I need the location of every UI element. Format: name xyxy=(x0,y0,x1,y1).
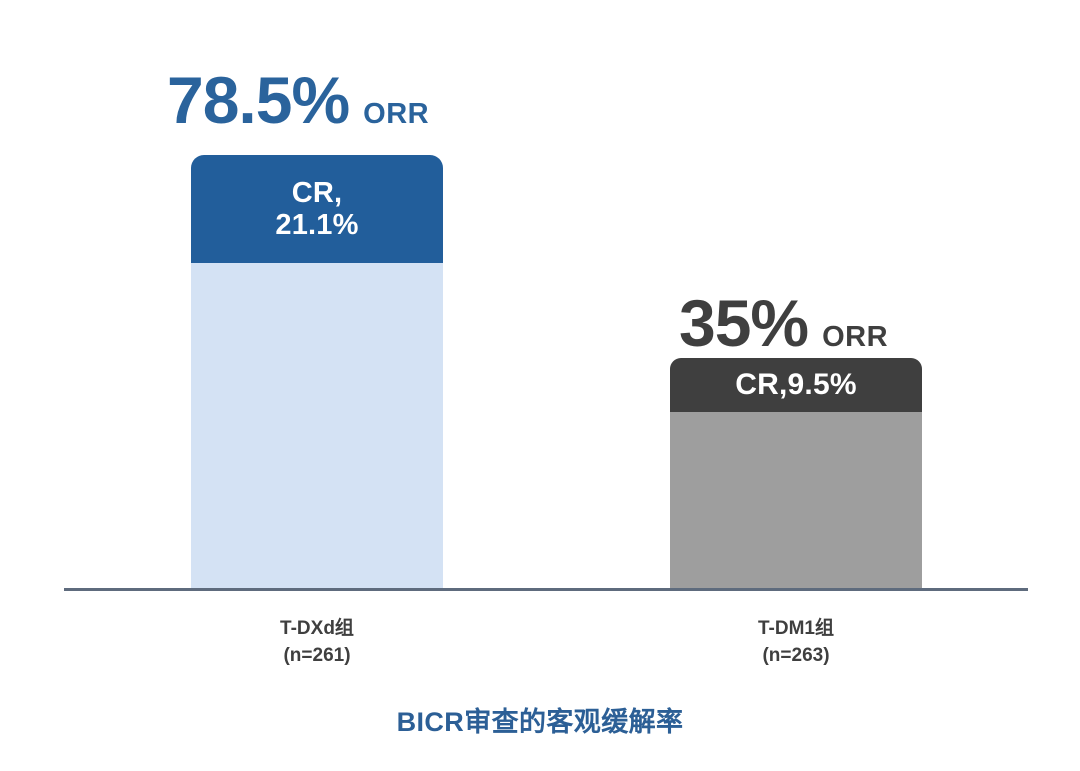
category-label-tdm1: T-DM1组 (n=263) xyxy=(646,616,946,670)
category-n-tdxd: (n=261) xyxy=(283,644,351,666)
orr-tag-tdm1: ORR xyxy=(822,321,889,353)
category-name-tdm1: T-DM1组 xyxy=(757,618,834,639)
orr-callout-tdm1: 35% ORR xyxy=(679,285,888,361)
bar-segment-cr-tdxd: CR, 21.1% xyxy=(191,155,443,263)
category-label-tdxd: T-DXd组 (n=261) xyxy=(167,616,467,670)
orr-callout-tdxd: 78.5% ORR xyxy=(167,62,429,138)
category-name-tdxd: T-DXd组 xyxy=(280,618,354,639)
category-n-tdm1: (n=263) xyxy=(762,644,830,666)
bar-segment-cr-label-tdxd: CR, 21.1% xyxy=(275,176,359,241)
bar-tdxd: CR, 21.1% xyxy=(191,155,443,589)
bar-tdm1: CR,9.5% xyxy=(670,358,922,589)
orr-value-tdm1: 35% xyxy=(679,286,809,360)
orr-tag-tdxd: ORR xyxy=(363,98,430,130)
x-axis-line xyxy=(64,588,1028,591)
bar-segment-remainder-tdxd xyxy=(191,263,443,589)
bar-segment-cr-label-tdm1: CR,9.5% xyxy=(735,368,857,401)
bar-segment-cr-tdm1: CR,9.5% xyxy=(670,358,922,412)
chart-title: BICR审查的客观缓解率 xyxy=(396,707,684,737)
bar-segment-remainder-tdm1 xyxy=(670,412,922,589)
orr-value-tdxd: 78.5% xyxy=(167,63,350,137)
